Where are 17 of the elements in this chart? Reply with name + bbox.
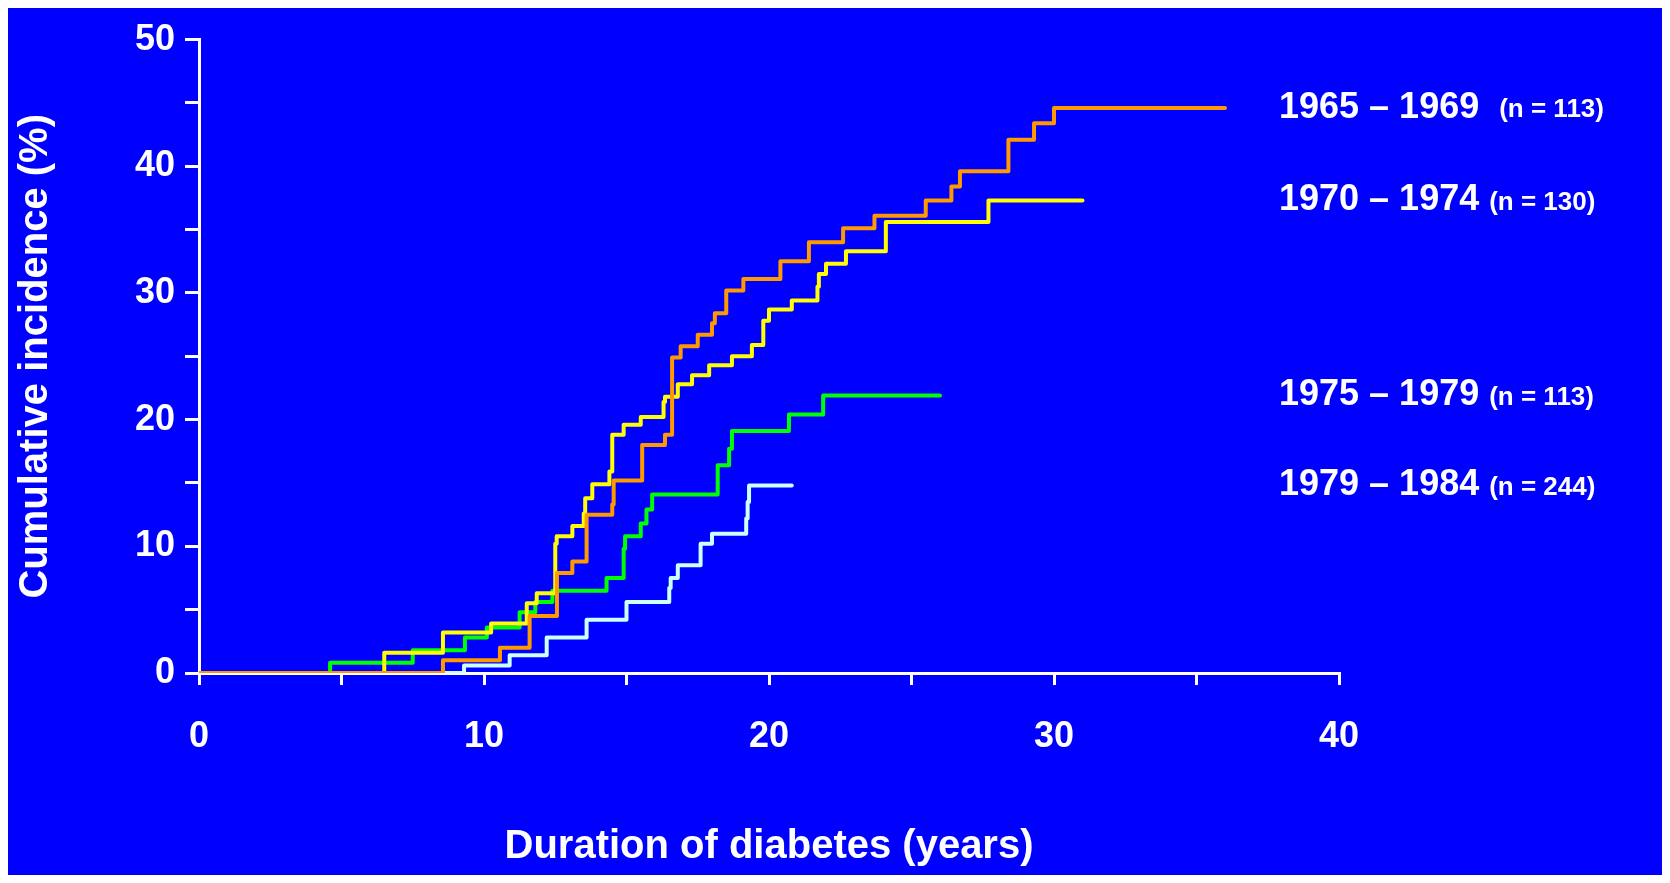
x-tick-label: 20 xyxy=(748,713,790,755)
x-tick-label: 10 xyxy=(463,713,505,755)
y-tick-label: 50 xyxy=(134,16,175,58)
x-tick-label: 0 xyxy=(188,713,210,755)
y-tick-label: 40 xyxy=(134,143,175,185)
text: 1975 – 1979 (n = 113) xyxy=(1279,372,1594,414)
y-tick-label: 30 xyxy=(134,269,175,311)
y-tick-label: 20 xyxy=(134,396,175,438)
y-tick-label: 0 xyxy=(154,649,175,691)
y-tick-label: 10 xyxy=(134,523,175,565)
y-axis-title: Cumulative incidence (%) xyxy=(11,114,56,599)
text: 1970 – 1974 (n = 130) xyxy=(1279,177,1596,219)
text: 1979 – 1984 (n = 244) xyxy=(1279,462,1596,504)
x-tick-label: 40 xyxy=(1318,713,1360,755)
series-label: 1965 – 1969 (n = 113) xyxy=(1279,84,1604,126)
x-tick-label: 30 xyxy=(1033,713,1075,755)
x-axis-title: Duration of diabetes (years) xyxy=(504,822,1034,867)
